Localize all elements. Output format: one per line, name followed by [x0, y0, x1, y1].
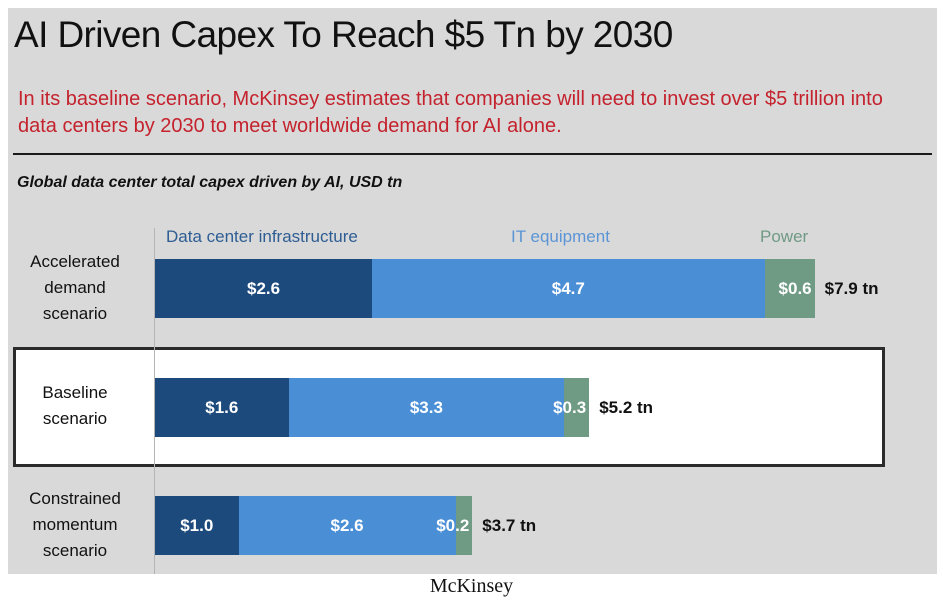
bar-total-label: $5.2 tn	[599, 398, 654, 417]
bar-value-label: $0.2	[436, 516, 470, 535]
bar-value-label: $0.6	[778, 279, 812, 298]
bar-segment-power	[455, 496, 473, 555]
category-label-line: momentum	[32, 515, 118, 534]
category-label-line: scenario	[42, 304, 108, 323]
legend-data-center-infrastructure: Data center infrastructure	[166, 227, 358, 246]
bar-total-label: $3.7 tn	[482, 516, 537, 535]
category-label-baseline: Baseline scenario	[14, 380, 136, 432]
bar-segment-power	[764, 259, 815, 318]
bar-value-label: $1.6	[205, 398, 239, 417]
source-caption: McKinsey	[429, 575, 514, 597]
category-label-line: Accelerated	[30, 252, 120, 271]
category-label-constrained: Constrained momentum scenario	[14, 486, 136, 564]
bar-total-label: $7.9 tn	[824, 279, 879, 298]
bar-segment-data-center-infrastructure	[155, 496, 239, 555]
page-title: AI Driven Capex To Reach $5 Tn by 2030	[14, 14, 673, 55]
bar-value-label: $2.6	[247, 279, 281, 298]
bar-segment-it-equipment	[288, 378, 565, 437]
bar-segment-it-equipment	[238, 496, 456, 555]
axis-line	[154, 228, 155, 574]
bar-value-label: $0.3	[553, 398, 587, 417]
legend-power: Power	[760, 227, 809, 246]
category-label-accelerated: Accelerated demand scenario	[14, 249, 136, 327]
legend-it-equipment: IT equipment	[511, 227, 610, 246]
divider	[13, 153, 932, 155]
bar-value-label: $1.0	[180, 516, 214, 535]
category-label-line: demand	[44, 278, 106, 297]
category-label-line: Baseline	[42, 383, 108, 402]
category-label-line: Constrained	[29, 489, 121, 508]
bar-segment-data-center-infrastructure	[155, 378, 289, 437]
bar-segment-power	[564, 378, 590, 437]
bar-value-label: $3.3	[409, 398, 443, 417]
bar-value-label: $2.6	[330, 516, 364, 535]
chart-title: Global data center total capex driven by…	[17, 174, 403, 191]
bar-segment-data-center-infrastructure	[155, 259, 373, 318]
page-subtitle: In its baseline scenario, McKinsey estim…	[18, 88, 883, 137]
bar-segment-it-equipment	[372, 259, 765, 318]
category-label-line: scenario	[42, 541, 108, 560]
category-label-line: scenario	[42, 409, 108, 428]
bar-value-label: $4.7	[551, 279, 585, 298]
